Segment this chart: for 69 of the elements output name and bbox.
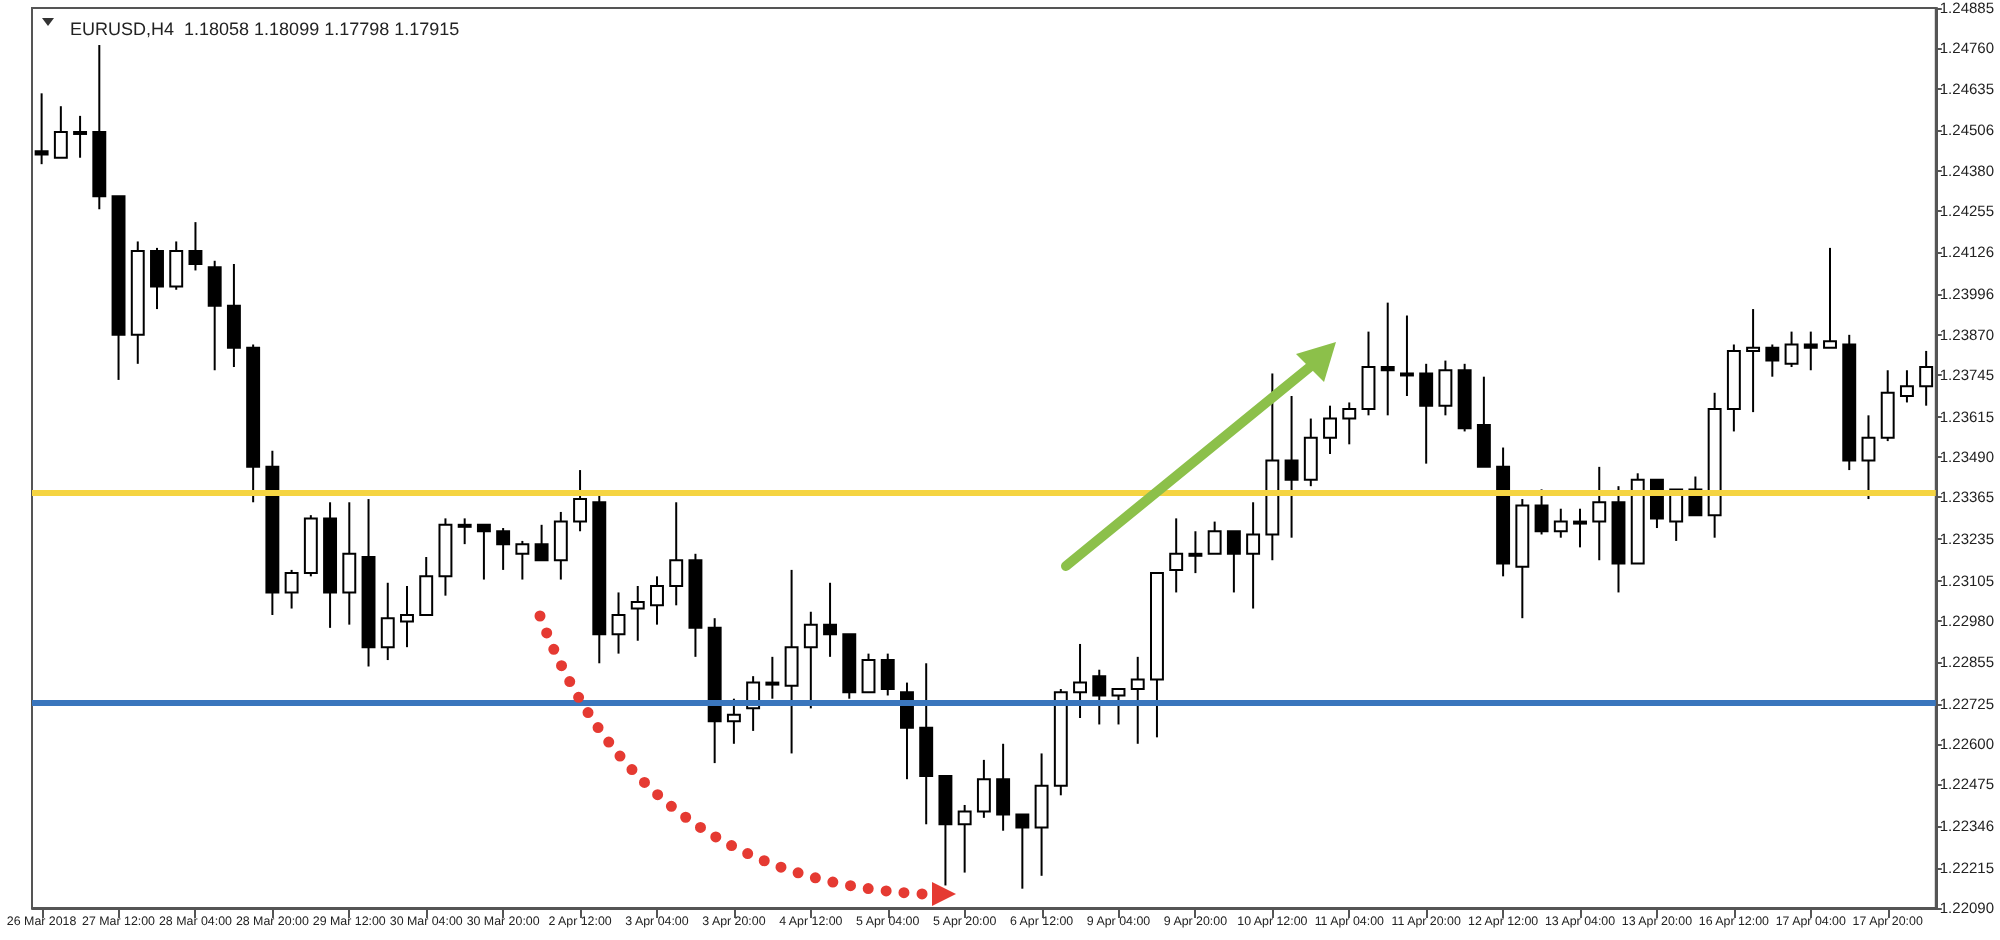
candlestick <box>1169 517 1184 594</box>
candlestick <box>1015 813 1030 890</box>
candlestick <box>880 652 895 697</box>
candlestick <box>1592 465 1607 562</box>
candlestick <box>957 803 972 874</box>
candlestick <box>1073 642 1087 720</box>
candlestick <box>1380 301 1395 417</box>
candlestick <box>457 517 472 546</box>
candlestick <box>861 652 876 694</box>
candlestick <box>726 697 741 745</box>
candlestick <box>1207 520 1222 555</box>
candlestick <box>976 758 991 819</box>
candlestick <box>1303 417 1318 488</box>
candlestick <box>534 523 549 562</box>
candlestick <box>188 221 203 272</box>
candlestick <box>1573 507 1587 549</box>
candlestick <box>1823 246 1837 349</box>
candlestick <box>1803 330 1818 372</box>
candlestick <box>34 92 49 166</box>
candlestick <box>1342 401 1357 446</box>
candlestick <box>630 585 645 642</box>
candlestick <box>611 591 626 655</box>
candlestick <box>1553 507 1568 539</box>
candlestick <box>53 105 68 159</box>
candlestick <box>1919 349 1934 407</box>
candlestick <box>496 527 511 571</box>
candlestick <box>1226 530 1241 594</box>
candlestick <box>169 240 184 291</box>
candlestick <box>803 610 818 710</box>
candlestick <box>1111 688 1126 726</box>
candlestick <box>1034 752 1049 877</box>
candlestick <box>1765 343 1780 378</box>
candlestick <box>573 469 588 533</box>
candlestick <box>1419 362 1434 465</box>
text: EURUSD,H4 1.18058 1.18099 1.17798 1.17915 <box>70 19 460 39</box>
candlestick <box>284 568 299 610</box>
candlestick <box>73 114 88 159</box>
candlestick <box>765 655 780 700</box>
candlestick <box>784 568 799 755</box>
candlestick <box>342 501 357 626</box>
candlestick <box>823 581 838 658</box>
candlestick <box>400 585 414 649</box>
candlestick <box>1284 395 1299 539</box>
candlestick <box>1188 530 1203 575</box>
candlestick <box>380 581 395 662</box>
candlestick <box>1880 369 1895 443</box>
candlestick <box>1746 308 1761 414</box>
candlestick <box>996 742 1011 832</box>
candlestick <box>1861 414 1876 501</box>
candlestick <box>476 523 491 581</box>
candlestick <box>1130 655 1145 745</box>
candlestick <box>1399 314 1414 398</box>
candlestick <box>1361 330 1376 417</box>
candlestick <box>1476 375 1491 468</box>
candlestick <box>1534 488 1549 536</box>
candlestick <box>1784 330 1799 369</box>
candlestick <box>1438 359 1453 417</box>
candlestick <box>1899 369 1914 404</box>
candlestick <box>150 246 164 311</box>
candlestick <box>1092 668 1107 726</box>
candlestick <box>1323 404 1337 455</box>
candlestick <box>650 575 664 626</box>
candlestick <box>207 259 222 372</box>
candlestick <box>226 262 241 369</box>
candlestick <box>419 556 434 616</box>
candlestick <box>515 539 530 581</box>
candlestick <box>1246 501 1261 610</box>
candlestick <box>669 501 684 607</box>
candlestick <box>553 510 568 581</box>
